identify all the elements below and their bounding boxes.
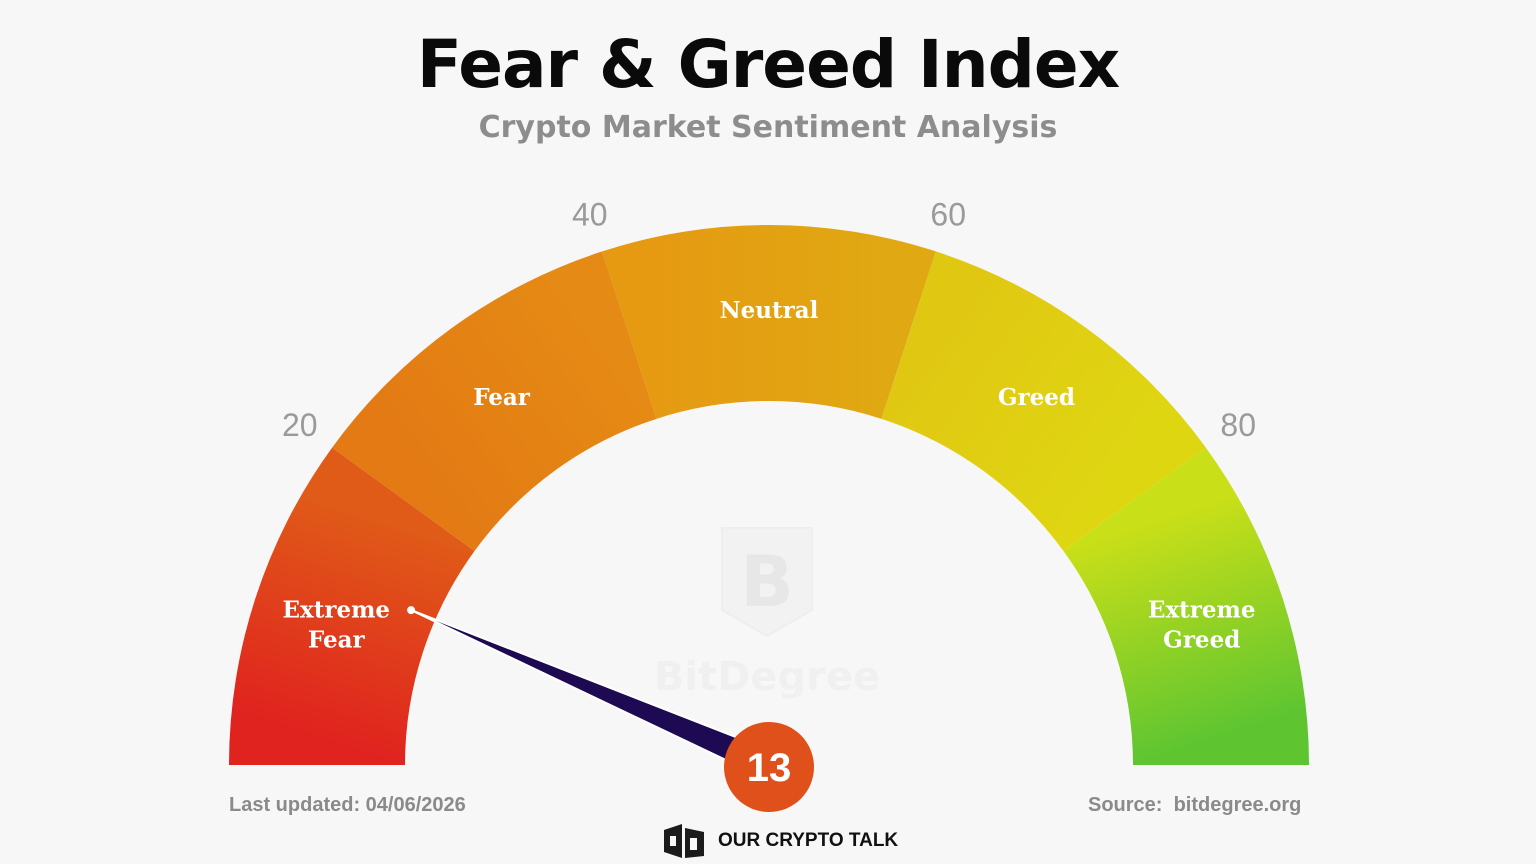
segment-label-neutral: Neutral: [720, 297, 819, 324]
tick-label-60: 60: [930, 196, 966, 232]
gauge-needle-group: 13: [407, 606, 814, 812]
value-badge: [724, 722, 814, 812]
gauge-segment-greed: [881, 251, 1206, 552]
source-text: Source: bitdegree.org: [1088, 794, 1302, 816]
chart-title: Fear & Greed Index: [416, 26, 1120, 103]
gauge-ticks: 20 40 60 80: [282, 196, 1256, 443]
gauge-segment-fear: [332, 251, 657, 552]
brand-logo: OUR CRYPTO TALK: [660, 822, 898, 860]
gauge-segment-extreme-fear: [229, 447, 475, 765]
our-crypto-talk-logo-icon: [664, 824, 704, 858]
watermark-text: BitDegree: [654, 654, 880, 700]
tick-label-40: 40: [572, 196, 608, 232]
bitdegree-logo-icon: B BitDegree: [654, 527, 880, 700]
gauge-segments: [229, 224, 1309, 765]
gauge-segment-labels: Extreme Fear Fear Neutral Greed Extreme Greed: [282, 297, 1255, 653]
segment-label-extreme-greed: Extreme Greed: [1148, 596, 1256, 653]
gauge-segment-extreme-greed: [1063, 447, 1309, 765]
last-updated-text: Last updated: 04/06/2026: [229, 794, 466, 816]
segment-label-greed: Greed: [998, 384, 1075, 411]
segment-label-fear: Fear: [473, 384, 531, 411]
chart-subtitle: Crypto Market Sentiment Analysis: [478, 110, 1058, 145]
svg-text:B: B: [740, 541, 793, 623]
gauge-segment-neutral: [602, 224, 936, 419]
tick-label-80: 80: [1220, 407, 1256, 443]
tick-label-20: 20: [282, 407, 318, 443]
segment-label-extreme-fear: Extreme Fear: [282, 596, 390, 653]
brand-text: OUR CRYPTO TALK: [718, 830, 899, 851]
needle-tip: [407, 606, 416, 615]
value-label: 13: [747, 746, 792, 790]
